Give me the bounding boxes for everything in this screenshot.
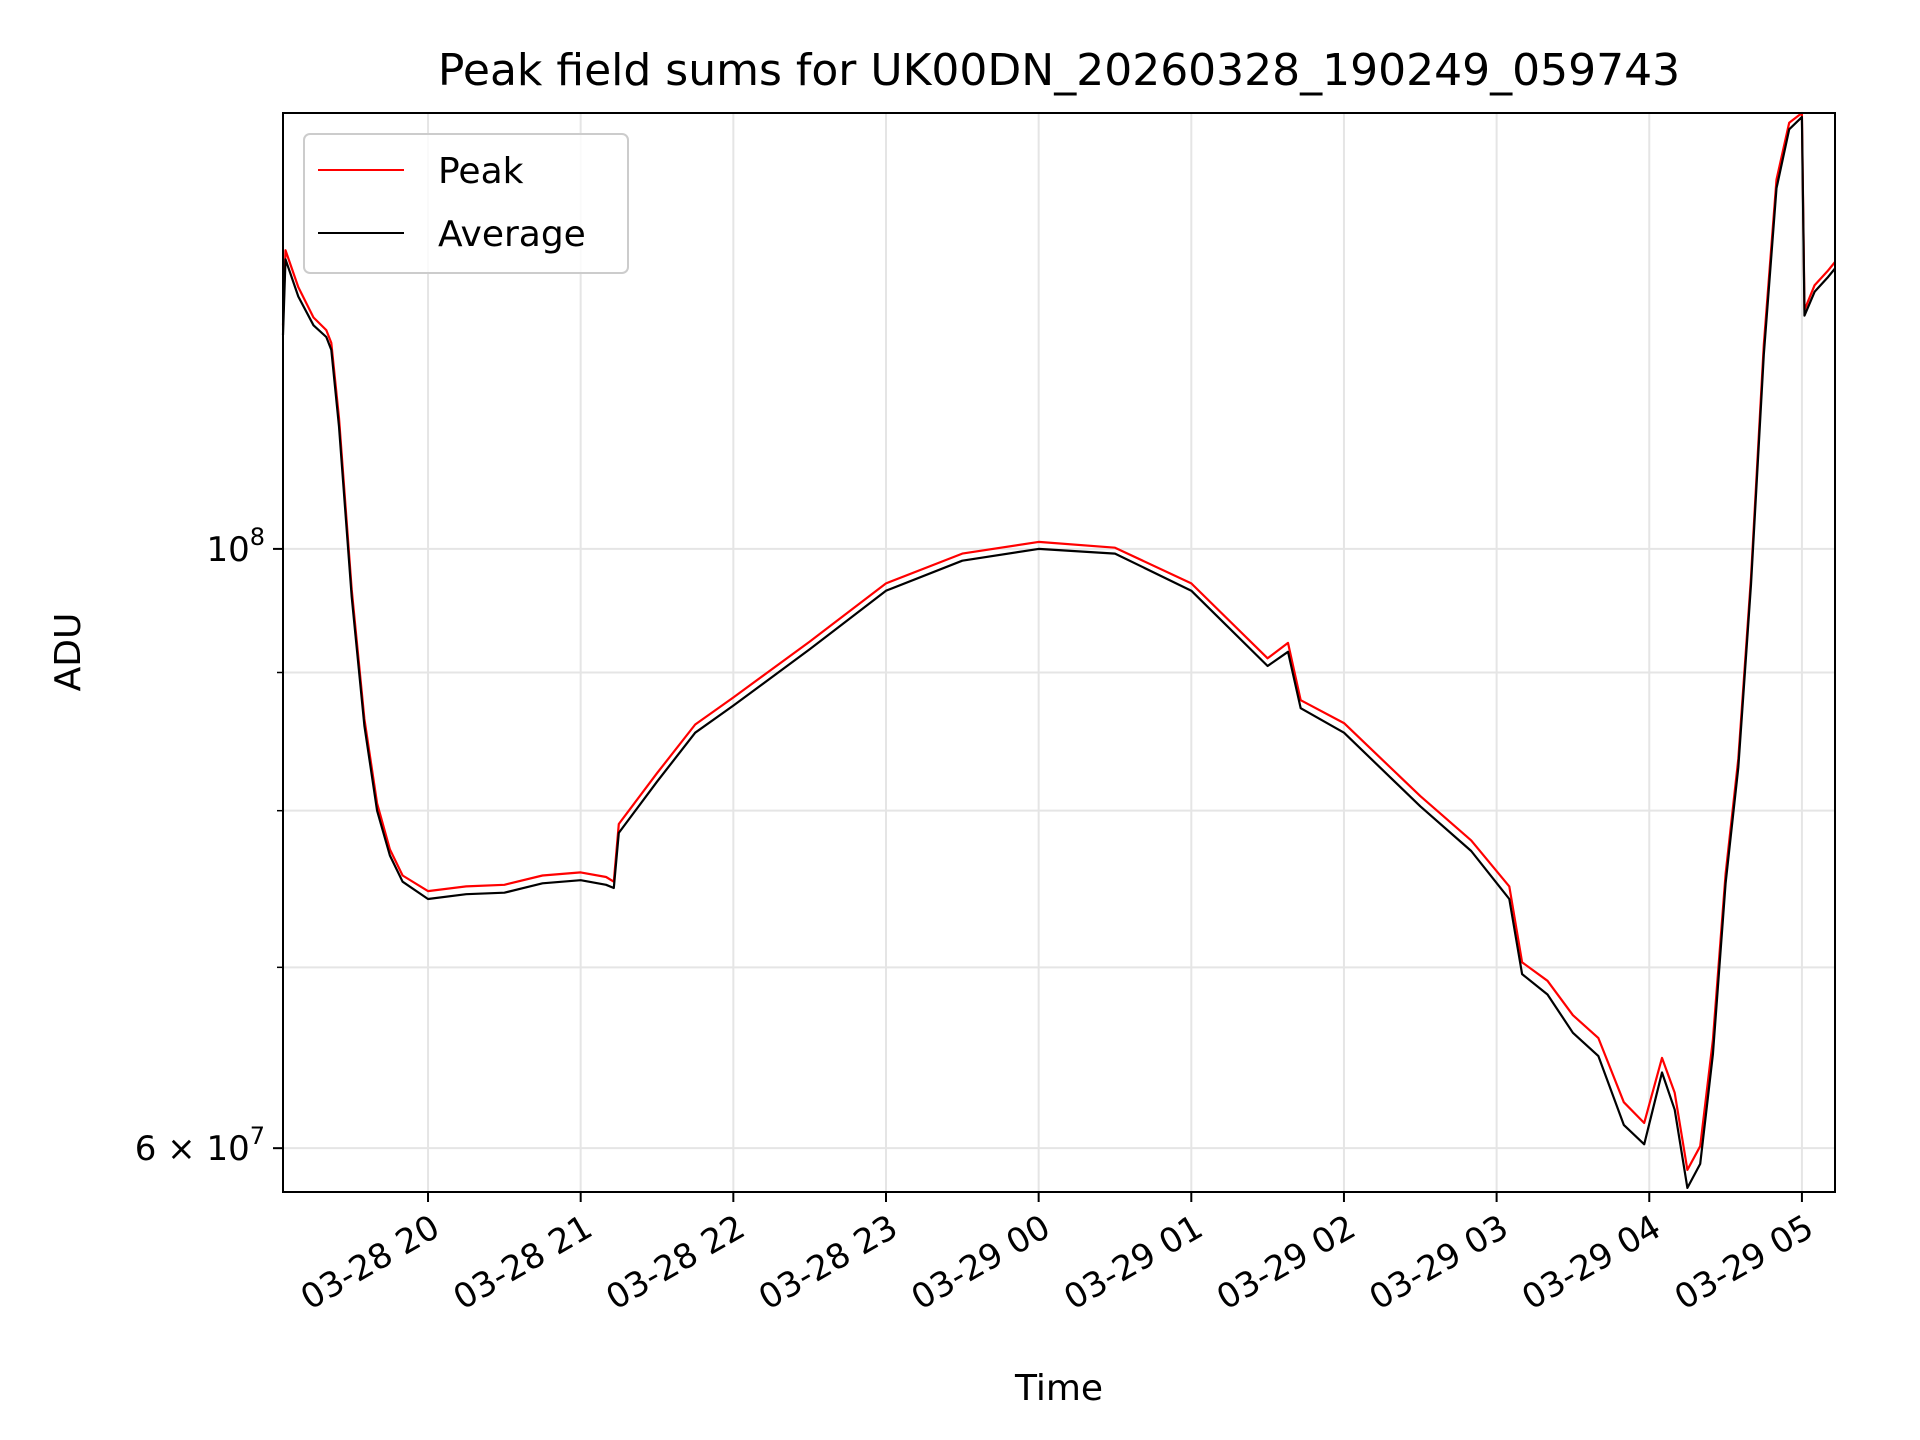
legend-box <box>303 133 629 274</box>
legend: Peak Average <box>303 133 629 274</box>
x-axis-label: Time <box>1014 1368 1103 1409</box>
plot-frame <box>282 112 1836 1193</box>
legend-label-average: Average <box>438 214 586 255</box>
y-tick-label: 6 × 107 <box>135 1122 265 1169</box>
series-layer <box>281 111 1836 1190</box>
y-axis: 6 × 107 108 <box>135 523 283 1169</box>
legend-label-peak: Peak <box>438 151 524 192</box>
y-tick-label: 108 <box>206 523 265 570</box>
series-line-average <box>281 115 1836 1190</box>
chart-title: Peak field sums for UK00DN_20260328_1902… <box>438 45 1680 96</box>
grid <box>283 113 1835 1192</box>
y-axis-label: ADU <box>48 613 89 692</box>
